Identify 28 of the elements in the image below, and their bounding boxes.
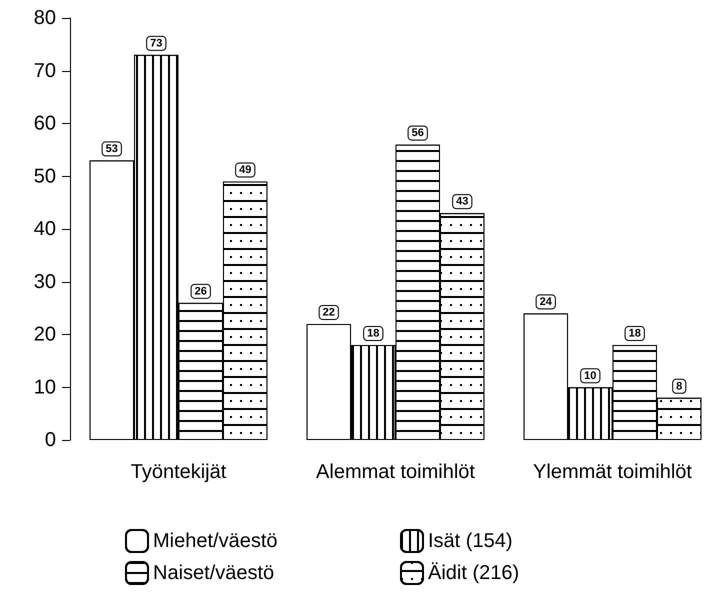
legend-label: Isät (154) (428, 530, 512, 552)
data-label: 49 (239, 164, 252, 176)
data-label: 10 (584, 370, 596, 382)
y-tick-label: 20 (34, 324, 56, 346)
legend-label: Äidit (216) (428, 562, 520, 584)
y-tick-label: 60 (34, 112, 56, 134)
data-label: 56 (412, 127, 424, 140)
data-label: 43 (456, 196, 468, 208)
y-tick-label: 80 (34, 7, 56, 29)
legend-label: Naiset/väestö (153, 562, 274, 584)
data-label: 18 (367, 328, 380, 340)
x-tick-label: Työntekijät (130, 461, 227, 483)
x-tick-label: Alemmat toimihlöt (316, 461, 476, 483)
y-tick-label: 50 (34, 165, 56, 188)
y-tick-label: 30 (34, 270, 56, 293)
data-label: 26 (194, 285, 207, 298)
data-label: 8 (676, 380, 682, 392)
y-tick-label: 40 (34, 218, 56, 240)
data-label: 24 (540, 296, 553, 308)
x-tick-label: Ylemmät toimihlöt (533, 461, 692, 483)
y-tick-label: 70 (34, 60, 56, 82)
y-tick-label: 10 (34, 376, 56, 398)
data-label: 53 (106, 142, 118, 155)
data-label: 73 (150, 37, 162, 50)
legend-label: Miehet/väestö (153, 530, 278, 552)
data-label: 18 (628, 328, 641, 340)
data-label: 22 (322, 306, 335, 318)
y-tick-label: 0 (44, 429, 56, 451)
